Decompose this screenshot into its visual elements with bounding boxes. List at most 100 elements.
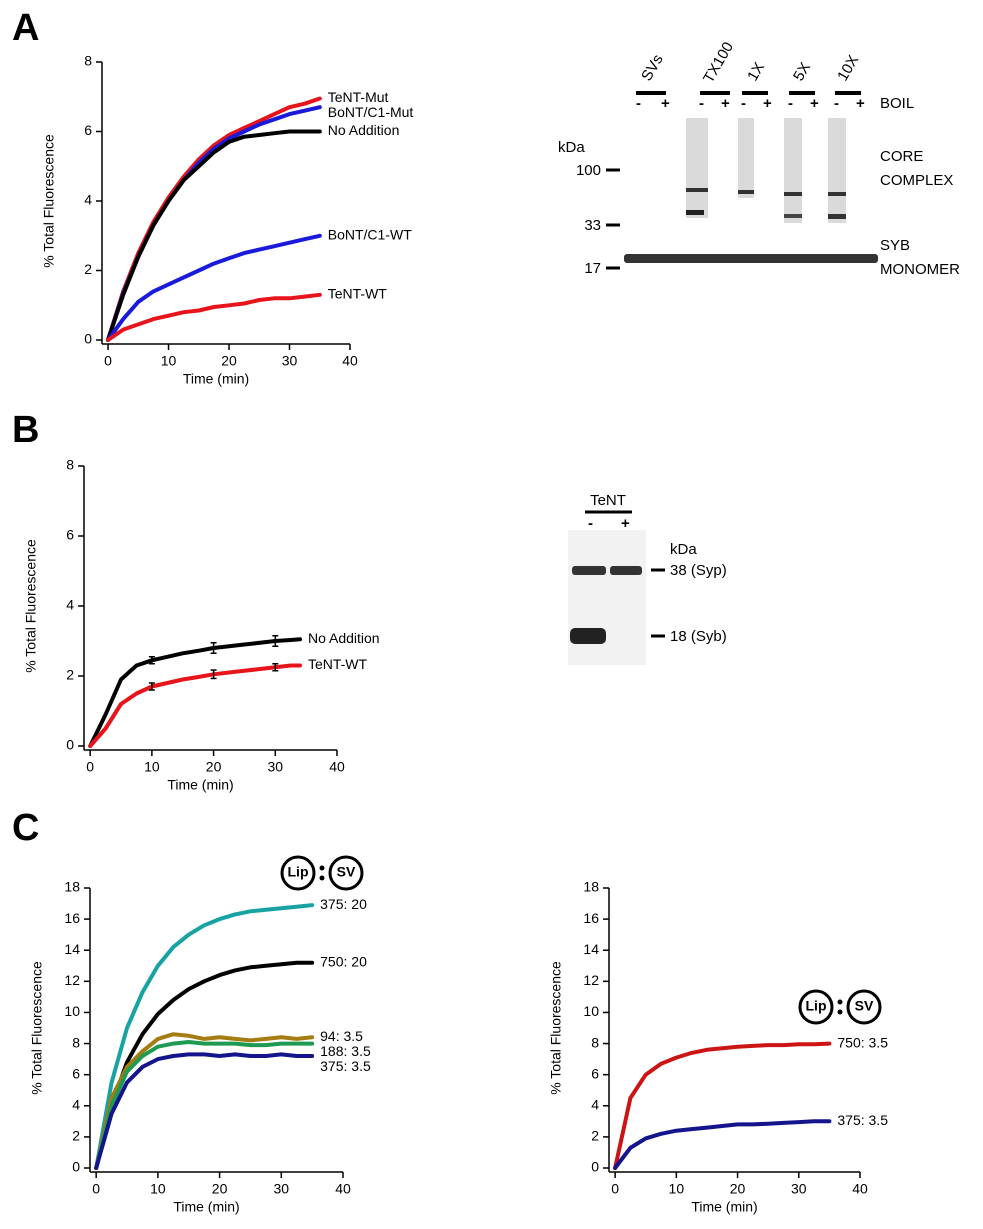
key-circle [846, 989, 882, 1025]
marker: 38 (Syp) [670, 562, 727, 579]
x-tick-label: 0 [86, 759, 94, 775]
series-line [106, 292, 322, 342]
y-tick-label: 0 [591, 1159, 599, 1175]
series-label: TeNT-WT [308, 656, 368, 672]
x-tick-label: 30 [274, 1181, 290, 1197]
error-bar [210, 669, 217, 680]
series-line [106, 233, 322, 342]
series-line [613, 1119, 832, 1170]
ratio-key: Lip SV [798, 989, 882, 1025]
y-axis-label: % Total Fluorescence [29, 961, 45, 1095]
gel-band [828, 192, 846, 196]
series-label: BoNT/C1-WT [328, 226, 412, 242]
lane-label: SVs [638, 52, 666, 84]
series-line [88, 637, 302, 748]
sign: - [636, 95, 641, 112]
y-tick-label: 2 [66, 667, 74, 683]
marker: 33 [584, 217, 601, 234]
x-tick-label: 0 [92, 1181, 100, 1197]
gel-smear [784, 118, 802, 223]
unit: kDa [558, 139, 585, 156]
gel-band [624, 254, 878, 263]
blot-label: SYB [880, 237, 910, 254]
sign: - [699, 95, 704, 112]
marker: 18 (Syb) [670, 628, 727, 645]
x-tick-label: 0 [611, 1181, 619, 1197]
series-label: 94: 3.5 [320, 1028, 363, 1044]
gel-band [738, 190, 754, 194]
series-line [94, 903, 315, 1170]
y-tick-label: 12 [583, 972, 599, 988]
series-label: TeNT-WT [328, 286, 388, 302]
key-label: Lip [806, 998, 827, 1014]
y-tick-label: 0 [72, 1159, 80, 1175]
panel-label: C [12, 807, 39, 849]
x-tick-label: 20 [206, 759, 222, 775]
gel-smear [686, 118, 708, 218]
key-label: Lip [288, 864, 309, 880]
series-label: 375: 20 [320, 896, 367, 912]
y-tick-label: 6 [591, 1065, 599, 1081]
gel-band [828, 214, 846, 219]
lane-label: TX100 [700, 39, 737, 86]
panel-label: A [12, 7, 39, 49]
x-tick-label: 30 [268, 759, 284, 775]
y-tick-label: 18 [64, 879, 80, 895]
y-tick-label: 8 [72, 1034, 80, 1050]
y-tick-label: 4 [591, 1096, 599, 1112]
x-tick-label: 10 [161, 353, 177, 369]
blot-b: TeNT - + kDa 38 (Syp) 18 (Syb) [568, 492, 727, 665]
x-tick-label: 10 [669, 1181, 685, 1197]
key-dot [837, 1009, 843, 1015]
y-tick-label: 14 [64, 941, 80, 957]
gel-band [686, 188, 708, 192]
key-dot [319, 865, 325, 871]
key-circle [798, 989, 834, 1025]
series-label: 375: 3.5 [837, 1112, 888, 1128]
y-tick-label: 12 [64, 972, 80, 988]
sign: - [788, 95, 793, 112]
error-bar [148, 682, 155, 691]
key-label: SV [855, 998, 874, 1014]
ratio-key: Lip SV [280, 855, 364, 891]
sign: - [741, 95, 746, 112]
y-tick-label: 8 [66, 457, 74, 473]
x-axis-label: Time (min) [173, 1199, 239, 1215]
x-axis-label: Time (min) [167, 777, 233, 793]
blot-label: CORE [880, 148, 923, 165]
blot-label: COMPLEX [880, 172, 953, 189]
gel-band [572, 566, 606, 575]
series-label: 750: 3.5 [837, 1034, 888, 1050]
gel-band [784, 192, 802, 196]
y-axis-label: % Total Fluorescence [41, 134, 57, 268]
x-tick-label: 20 [730, 1181, 746, 1197]
series-label: No Addition [308, 630, 380, 646]
lane-label: TeNT [590, 492, 626, 509]
x-axis-label: Time (min) [183, 371, 249, 387]
marker: 17 [584, 260, 601, 277]
y-tick-label: 6 [84, 122, 92, 138]
sign: + [856, 95, 865, 112]
series-line [613, 1041, 832, 1170]
y-tick-label: 10 [583, 1003, 599, 1019]
key-dot [837, 999, 843, 1005]
treatment: BOIL [880, 95, 914, 112]
y-tick-label: 0 [66, 737, 74, 753]
gel-band [686, 210, 704, 215]
marker: 100 [576, 162, 601, 179]
gel [568, 530, 646, 665]
y-tick-label: 2 [84, 261, 92, 277]
x-tick-label: 40 [342, 353, 358, 369]
series-line [88, 663, 302, 748]
sign: + [661, 95, 670, 112]
y-tick-label: 16 [64, 910, 80, 926]
gel-band [570, 628, 606, 644]
y-axis-label: % Total Fluorescence [548, 961, 564, 1095]
sign: + [810, 95, 819, 112]
x-tick-label: 30 [791, 1181, 807, 1197]
lane-label: 1X [744, 60, 768, 84]
x-tick-label: 10 [150, 1181, 166, 1197]
sign: + [621, 515, 630, 532]
series-line [106, 129, 322, 342]
